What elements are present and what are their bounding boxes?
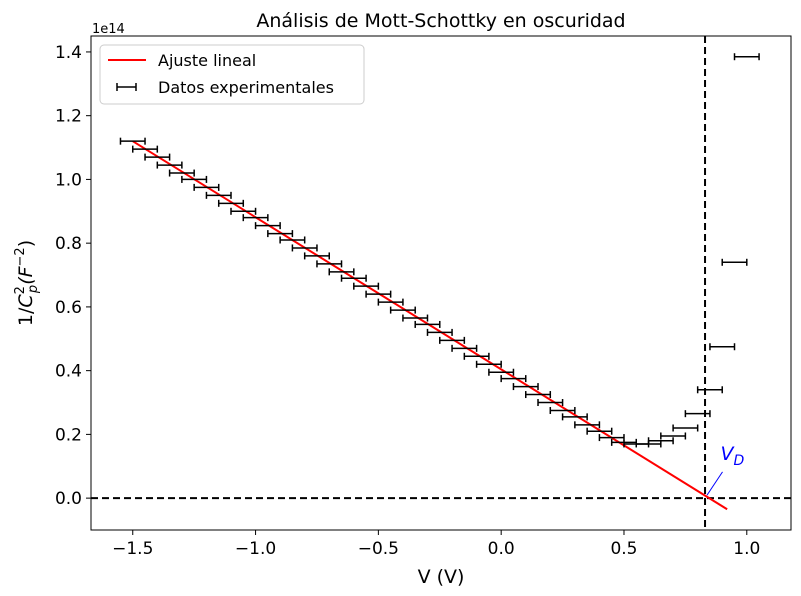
data-point: [524, 391, 552, 399]
data-point: [328, 268, 355, 276]
data-point: [475, 360, 502, 368]
y-label-prefix: 1/: [15, 307, 37, 326]
vd-label-main: V: [721, 443, 736, 465]
legend-data-label: Datos experimentales: [158, 78, 334, 97]
data-point: [389, 306, 416, 314]
data-point: [537, 399, 564, 407]
data-point: [684, 410, 711, 418]
y-label-close: ): [15, 240, 37, 247]
y-tick-label: 0.0: [55, 489, 82, 509]
data-point: [377, 298, 404, 306]
y-tick-label: 1.0: [55, 170, 82, 190]
y-tick-label: 1.4: [55, 43, 82, 63]
data-point: [365, 290, 392, 298]
data-point: [267, 230, 294, 238]
data-point: [316, 260, 343, 268]
y-offset-label: 1e14: [92, 22, 125, 37]
y-tick-label: 1.2: [55, 107, 82, 127]
data-point: [230, 207, 257, 215]
y-tick-label: 0.6: [55, 298, 82, 318]
vd-arrow-line: [706, 471, 723, 496]
data-point: [279, 236, 306, 244]
error-bars-group: [119, 53, 760, 448]
x-tick-label: −1.0: [235, 539, 276, 559]
data-point: [574, 421, 601, 429]
data-point: [733, 53, 760, 61]
data-point: [512, 383, 539, 391]
data-point: [156, 161, 183, 169]
y-tick-label: 0.4: [55, 362, 82, 382]
legend-fit-label: Ajuste lineal: [158, 51, 256, 70]
fit-line: [132, 140, 728, 511]
data-point: [561, 413, 588, 421]
legend: Ajuste lineal Datos experimentales: [99, 44, 365, 105]
data-point: [660, 432, 687, 440]
data-point: [672, 424, 699, 432]
data-point: [132, 145, 159, 153]
y-tick-label: 0.8: [55, 234, 82, 254]
data-point: [242, 214, 269, 222]
data-point: [353, 282, 380, 290]
reference-lines-group: [91, 36, 791, 530]
chart-title: Análisis de Mott-Schottky en oscuridad: [256, 10, 625, 32]
y-label-sup: 2: [13, 286, 28, 294]
data-point: [500, 375, 527, 383]
legend-box: [99, 44, 365, 105]
y-tick-label: 0.2: [55, 425, 82, 445]
vd-label-sub: D: [734, 453, 745, 469]
x-tick-label: 0.5: [610, 539, 637, 559]
y-label-sub: p: [26, 285, 41, 294]
x-tick-label: 1.0: [733, 539, 760, 559]
x-tick-label: −1.5: [112, 539, 153, 559]
data-point: [439, 336, 466, 344]
x-tick-label: 0.0: [488, 539, 515, 559]
data-point: [291, 244, 318, 252]
data-point: [463, 352, 490, 360]
y-label-unit: (F: [15, 265, 37, 284]
y-label-c: C: [15, 294, 37, 308]
data-point: [709, 343, 736, 351]
legend-data-swatch: [116, 83, 137, 91]
vd-label: VD: [721, 443, 745, 469]
data-point: [402, 314, 429, 322]
data-point: [205, 191, 232, 199]
data-point: [426, 328, 453, 336]
data-point: [181, 175, 208, 183]
vd-annotation-group: VD: [706, 443, 745, 496]
data-point: [696, 386, 723, 394]
data-point: [721, 258, 748, 266]
data-point: [340, 274, 367, 282]
y-axis-label: 1/C2p(F−2): [13, 240, 41, 326]
data-point: [193, 183, 220, 191]
data-point: [303, 252, 330, 260]
data-point: [549, 406, 576, 414]
y-label-unit-sup: −2: [13, 247, 28, 266]
data-point: [144, 153, 171, 161]
data-point: [598, 434, 625, 442]
data-point: [119, 137, 146, 145]
x-tick-label: −0.5: [358, 539, 399, 559]
x-axis-label: V (V): [418, 566, 465, 588]
data-point: [217, 199, 245, 207]
fit-line-group: [132, 140, 728, 511]
data-point: [414, 320, 441, 328]
data-point: [451, 344, 478, 352]
data-point: [586, 427, 613, 435]
plot-frame: [90, 35, 792, 531]
data-point: [647, 437, 674, 445]
data-point: [254, 222, 281, 230]
data-point: [168, 169, 195, 177]
axes-ticks-group: −1.5 −1.0 −0.5 0.0 0.5 1.0 0.0 0.2 0.4 0.6 0.8 1.0 1…: [55, 43, 760, 559]
data-point: [488, 368, 515, 376]
